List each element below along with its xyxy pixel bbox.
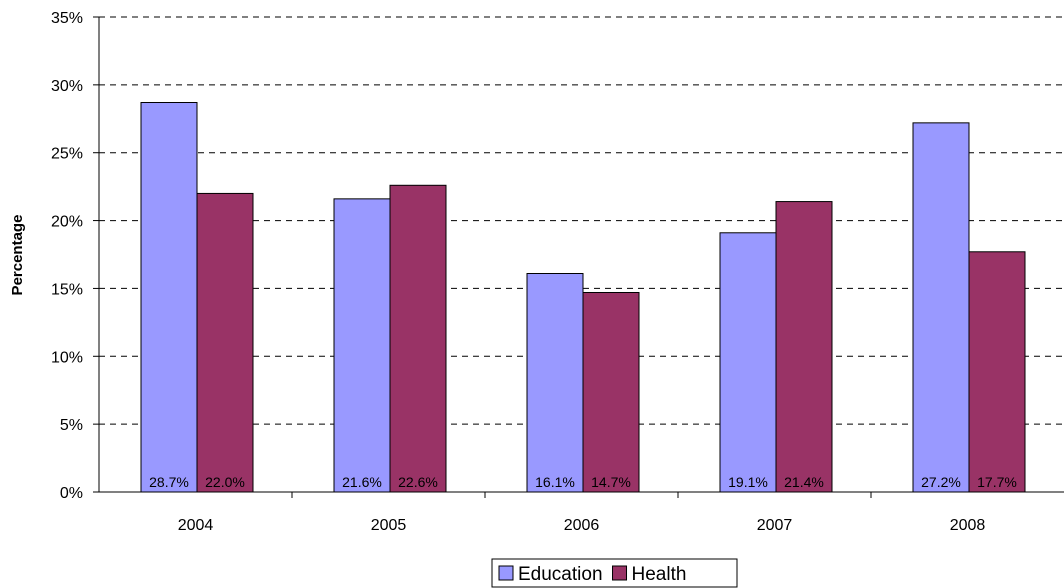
- y-tick-label: 30%: [51, 78, 83, 95]
- x-tick-label: 2007: [757, 517, 793, 534]
- data-label: 27.2%: [921, 474, 961, 490]
- gridlines: [99, 16, 1064, 425]
- y-tick-labels: 0% 5% 10% 15% 20% 25% 30% 35%: [51, 10, 83, 502]
- bar-health: [196, 192, 254, 493]
- legend-swatch-health: [612, 565, 628, 581]
- data-label: 28.7%: [149, 474, 189, 490]
- data-label: 19.1%: [728, 474, 768, 490]
- y-tick-label: 0%: [60, 485, 83, 502]
- bar-education: [719, 232, 777, 493]
- bar-education: [526, 273, 584, 493]
- axes: [93, 16, 1064, 498]
- bars: [140, 102, 1026, 493]
- x-tick-label: 2004: [178, 517, 214, 534]
- x-tick-labels: 2004 2005 2006 2007 2008: [178, 517, 986, 534]
- y-tick-label: 15%: [51, 281, 83, 298]
- legend-label-education: Education: [518, 564, 603, 585]
- y-tick-label: 20%: [51, 214, 83, 231]
- data-label: 17.7%: [977, 474, 1017, 490]
- y-tick-label: 25%: [51, 146, 83, 163]
- legend: Education Health: [491, 558, 738, 588]
- x-tick-label: 2005: [371, 517, 407, 534]
- bar-education: [912, 122, 970, 493]
- legend-swatch-education: [498, 565, 514, 581]
- bar-health: [389, 184, 447, 493]
- data-label: 16.1%: [535, 474, 575, 490]
- y-tick-label: 35%: [51, 10, 83, 27]
- data-label: 22.0%: [205, 474, 245, 490]
- bar-education: [140, 102, 198, 493]
- y-axis-label: Percentage: [9, 215, 26, 296]
- x-tick-label: 2008: [950, 517, 986, 534]
- x-tick-label: 2006: [564, 517, 600, 534]
- y-tick-label: 5%: [60, 417, 83, 434]
- legend-label-health: Health: [632, 564, 687, 585]
- bar-health: [968, 251, 1026, 493]
- y-tick-label: 10%: [51, 349, 83, 366]
- data-labels: 28.7% 21.6% 16.1% 19.1% 27.2% 22.0% 22.6% 14.7%…: [149, 474, 1017, 490]
- data-label: 22.6%: [398, 474, 438, 490]
- bar-health: [582, 292, 640, 493]
- bar-education: [333, 198, 391, 493]
- bar-health: [775, 201, 833, 493]
- data-label: 21.4%: [784, 474, 824, 490]
- data-label: 21.6%: [342, 474, 382, 490]
- data-label: 14.7%: [591, 474, 631, 490]
